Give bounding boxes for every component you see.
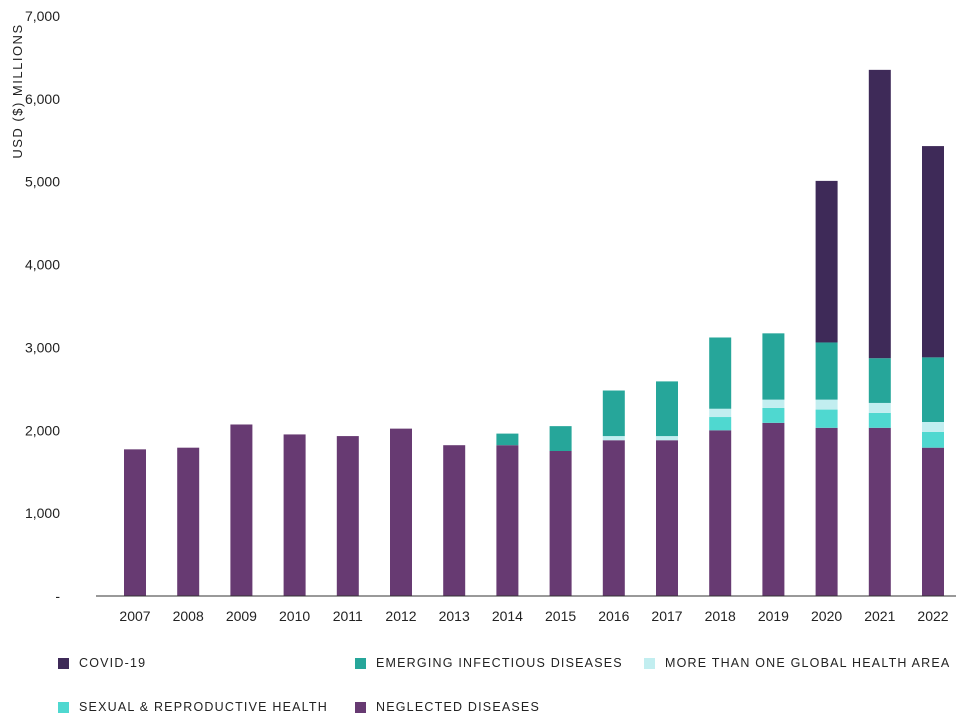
bar-neglected-diseases-2016 [602, 440, 625, 596]
bar-neglected-diseases-2009 [230, 424, 253, 596]
legend-item-covid-19[interactable]: COVID-19 [58, 656, 146, 670]
bar-more-than-one-global-health-area-2021 [868, 402, 891, 413]
bar-sexual-reproductive-health-2021 [868, 412, 891, 428]
bar-neglected-diseases-2022 [922, 447, 944, 596]
y-tick-label: - [55, 588, 60, 604]
bar-neglected-diseases-2010 [283, 434, 306, 596]
x-tick-label: 2012 [385, 608, 416, 624]
legend-item-more-than-one-global-health-area[interactable]: MORE THAN ONE GLOBAL HEALTH AREA [644, 656, 950, 670]
legend-swatch-emerging-infectious-diseases [355, 657, 366, 669]
x-tick-label: 2008 [173, 608, 204, 624]
x-tick-label: 2016 [598, 608, 629, 624]
bar-neglected-diseases-2008 [177, 447, 200, 596]
x-tick-label: 2011 [333, 608, 363, 624]
bar-more-than-one-global-health-area-2018 [709, 408, 732, 418]
bar-neglected-diseases-2021 [868, 427, 891, 596]
bar-neglected-diseases-2011 [336, 436, 359, 596]
legend-swatch-covid-19 [58, 657, 69, 669]
bar-neglected-diseases-2012 [390, 428, 412, 596]
x-tick-label: 2010 [279, 608, 310, 624]
bar-sexual-reproductive-health-2022 [922, 431, 944, 448]
legend-item-sexual-reproductive-health[interactable]: SEXUAL & REPRODUCTIVE HEALTH [58, 700, 328, 714]
y-tick-label: 3,000 [25, 339, 60, 355]
bar-emerging-infectious-diseases-2014 [496, 433, 519, 446]
x-tick-label: 2021 [864, 608, 895, 624]
bar-more-than-one-global-health-area-2020 [815, 399, 838, 410]
x-tick-label: 2020 [811, 608, 842, 624]
bar-more-than-one-global-health-area-2017 [656, 436, 678, 441]
bar-more-than-one-global-health-area-2016 [602, 436, 625, 441]
y-axis-title-group: USD ($) MILLIONS [10, 23, 25, 158]
y-axis-label: USD ($) MILLIONS [10, 23, 25, 158]
x-tick-label: 2014 [492, 608, 523, 624]
bar-emerging-infectious-diseases-2015 [549, 426, 572, 451]
y-tick-label: 6,000 [25, 91, 60, 107]
x-tick-label: 2018 [705, 608, 736, 624]
legend-item-emerging-infectious-diseases[interactable]: EMERGING INFECTIOUS DISEASES [355, 656, 623, 670]
bar-neglected-diseases-2014 [496, 445, 519, 596]
bar-emerging-infectious-diseases-2021 [868, 358, 891, 403]
x-tick-label: 2015 [545, 608, 576, 624]
bar-neglected-diseases-2017 [656, 440, 678, 596]
bar-neglected-diseases-2015 [549, 451, 572, 596]
bar-neglected-diseases-2020 [815, 427, 838, 596]
x-tick-label: 2017 [651, 608, 682, 624]
y-tick-label: 4,000 [25, 257, 60, 273]
bar-emerging-infectious-diseases-2019 [762, 333, 785, 400]
bar-more-than-one-global-health-area-2022 [922, 422, 944, 432]
legend-label-sexual-reproductive-health: SEXUAL & REPRODUCTIVE HEALTH [79, 700, 328, 714]
bar-neglected-diseases-2019 [762, 422, 785, 596]
bar-emerging-infectious-diseases-2020 [815, 342, 838, 400]
y-tick-label: 2,000 [25, 422, 60, 438]
x-tick-label: 2022 [917, 608, 948, 624]
legend-label-covid-19: COVID-19 [79, 656, 147, 670]
bar-sexual-reproductive-health-2018 [709, 417, 732, 431]
bar-emerging-infectious-diseases-2017 [656, 381, 678, 437]
legend-swatch-neglected-diseases [355, 701, 366, 713]
bars-group [124, 69, 944, 596]
bar-neglected-diseases-2013 [443, 445, 466, 596]
y-axis-ticks: - 1,000 2,000 3,000 4,000 5,000 6,000 7,000 [25, 8, 60, 604]
bar-emerging-infectious-diseases-2018 [709, 337, 732, 409]
legend-swatch-sexual-reproductive-health [58, 701, 69, 713]
bar-covid-19-2021 [868, 69, 891, 359]
legend-swatch-more-than-one-global-health-area [644, 657, 655, 669]
bar-neglected-diseases-2018 [709, 430, 732, 596]
bar-neglected-diseases-2007 [124, 449, 146, 596]
bar-sexual-reproductive-health-2020 [815, 409, 838, 428]
x-tick-label: 2013 [439, 608, 470, 624]
y-tick-label: 1,000 [25, 505, 60, 521]
x-tick-label: 2007 [119, 608, 150, 624]
bar-emerging-infectious-diseases-2016 [602, 390, 625, 437]
y-tick-label: 5,000 [25, 174, 60, 190]
bar-more-than-one-global-health-area-2019 [762, 399, 785, 408]
x-axis-ticks: 2007 2008 2009 2010 2011 2012 2013 2014 2015 2016… [119, 608, 948, 624]
legend-label-neglected-diseases: NEGLECTED DISEASES [376, 700, 541, 714]
bar-sexual-reproductive-health-2019 [762, 407, 785, 423]
x-tick-label: 2009 [226, 608, 257, 624]
legend-label-emerging-infectious-diseases: EMERGING INFECTIOUS DISEASES [376, 656, 623, 670]
y-tick-label: 7,000 [25, 8, 60, 24]
bar-covid-19-2022 [922, 146, 944, 358]
x-tick-label: 2019 [758, 608, 789, 624]
legend-label-more-than-one-global-health-area: MORE THAN ONE GLOBAL HEALTH AREA [665, 656, 951, 670]
bar-covid-19-2020 [815, 180, 838, 343]
bar-emerging-infectious-diseases-2022 [922, 357, 944, 422]
legend-item-neglected-diseases[interactable]: NEGLECTED DISEASES [355, 700, 540, 714]
